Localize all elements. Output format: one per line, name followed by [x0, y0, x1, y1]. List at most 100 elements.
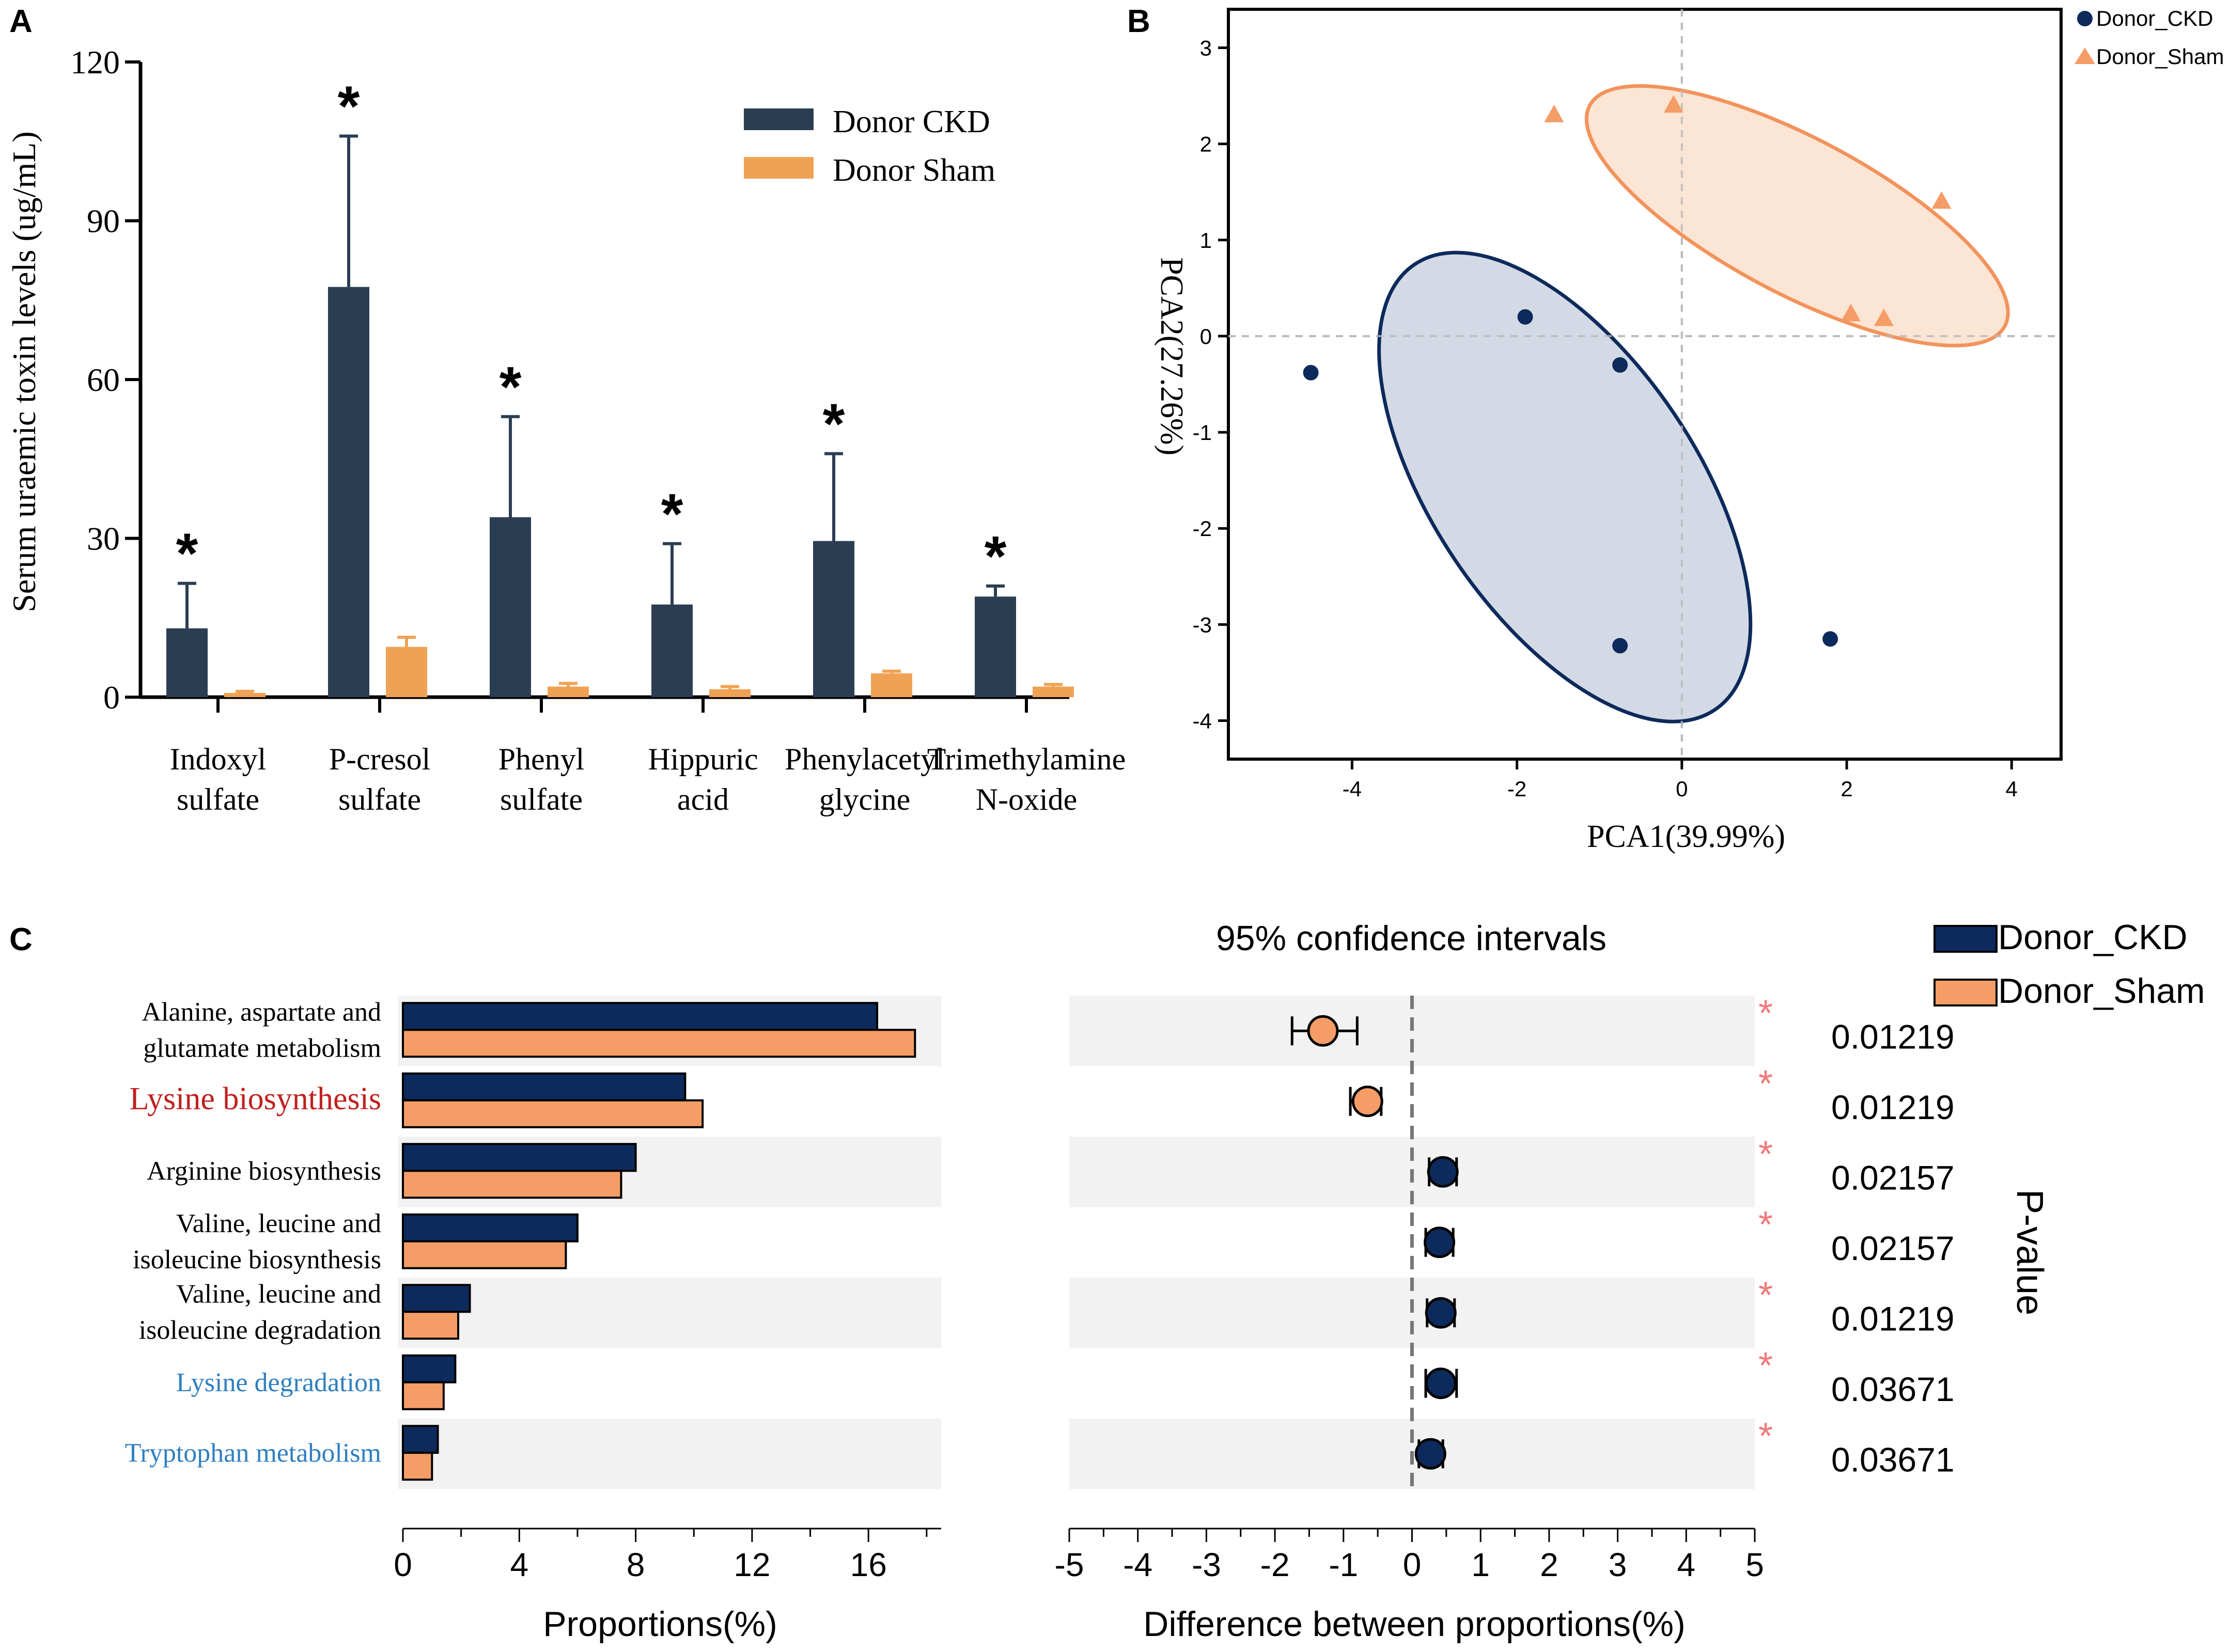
b-x-tick-label: -4 — [1343, 777, 1362, 801]
b-y-tick-label: 2 — [1200, 132, 1212, 156]
a-legend-swatch-ckd — [744, 108, 814, 130]
panel-label-a: A — [9, 4, 33, 39]
c-left-x-tick-label: 4 — [510, 1546, 529, 1583]
b-legend-marker-ckd — [2077, 11, 2093, 26]
c-pvalue: 0.03671 — [1831, 1370, 1955, 1408]
c-pathway-label: Lysine biosynthesis — [130, 1081, 381, 1116]
b-y-axis-label: PCA2(27.26%) — [1154, 257, 1189, 455]
c-left-row-stripe — [398, 1419, 941, 1489]
a-bar-sham — [224, 693, 266, 697]
a-bar-sham — [386, 647, 427, 697]
a-category-label: Indoxyl — [170, 742, 267, 776]
c-pathway-label: Valine, leucine and — [176, 1209, 381, 1238]
b-y-tick-label: -2 — [1193, 516, 1212, 541]
a-bar-ckd — [651, 604, 693, 697]
c-bar-ckd — [402, 1425, 439, 1454]
b-point-ckd — [1517, 309, 1533, 325]
c-pathway-label: isoleucine biosynthesis — [133, 1245, 381, 1275]
a-bar-sham — [1033, 686, 1074, 697]
c-bar-sham — [402, 1029, 916, 1058]
b-x-tick-label: 4 — [2006, 777, 2018, 801]
c-right-x-tick-label: 2 — [1540, 1546, 1558, 1583]
a-category-label: sulfate — [177, 782, 259, 816]
a-category-label: Phenyl — [498, 742, 585, 776]
panel-label-c: C — [9, 922, 33, 957]
c-pathway-label: Arginine biosynthesis — [147, 1156, 381, 1186]
c-bar-ckd — [402, 1284, 471, 1313]
c-diff-point — [1351, 1085, 1383, 1118]
c-legend-label-sham: Donor_Sham — [1998, 971, 2205, 1011]
c-right-x-tick-label: -5 — [1055, 1546, 1084, 1583]
c-bar-sham — [402, 1452, 433, 1481]
c-pvalue: 0.01219 — [1831, 1088, 1955, 1126]
c-pathway-label: isoleucine degradation — [139, 1315, 381, 1345]
a-bar-ckd — [975, 596, 1016, 697]
b-y-tick-label: 0 — [1200, 324, 1212, 349]
c-diff-point — [1307, 1015, 1339, 1047]
c-left-x-tick-label: 8 — [627, 1546, 645, 1583]
a-significance-star: * — [338, 75, 360, 138]
b-y-tick-label: -3 — [1193, 612, 1212, 637]
b-x-tick-label: 0 — [1676, 777, 1688, 801]
a-y-tick-label: 90 — [87, 203, 120, 240]
c-diff-point — [1424, 1226, 1456, 1258]
c-bar-sham — [402, 1240, 567, 1269]
c-right-x-tick-label: 5 — [1745, 1546, 1764, 1583]
a-significance-star: * — [661, 482, 683, 546]
a-y-tick-label: 30 — [87, 521, 120, 557]
c-left-x-tick-label: 0 — [394, 1546, 412, 1583]
a-significance-star: * — [823, 392, 845, 456]
a-significance-star: * — [176, 522, 198, 586]
panel-a-bar-chart: 0 30 60 90 120 Serum uraemic toxin levels (ug… — [6, 44, 1126, 816]
b-point-ckd — [1822, 631, 1838, 647]
a-legend-swatch-sham — [744, 157, 814, 179]
b-point-sham — [1841, 304, 1861, 322]
a-legend-label: Donor Sham — [833, 153, 995, 188]
c-diff-point — [1427, 1156, 1459, 1188]
b-legend-label-ckd: Donor_CKD — [2096, 6, 2213, 30]
a-category-label: Phenylacetyl — [785, 742, 945, 776]
a-legend-label: Donor CKD — [833, 104, 990, 139]
c-pvalue: 0.02157 — [1831, 1229, 1955, 1267]
c-pathway-label: Tryptophan metabolism — [125, 1438, 381, 1468]
c-pvalue: 0.01219 — [1831, 1017, 1955, 1056]
c-diff-point — [1414, 1438, 1446, 1470]
c-bar-ckd — [402, 1002, 879, 1031]
a-category-label: N-oxide — [976, 782, 1078, 816]
c-diff-point — [1425, 1297, 1457, 1329]
c-legend-swatch-sham — [1933, 979, 1998, 1006]
a-category-label: P-cresol — [329, 742, 431, 776]
a-bar-sham — [871, 673, 912, 697]
c-legend-swatch-ckd — [1933, 925, 1998, 953]
b-legend-label-sham: Donor_Sham — [2096, 44, 2224, 69]
b-y-tick-label: -4 — [1193, 709, 1212, 733]
c-diff-point — [1425, 1367, 1457, 1399]
c-pathway-label: Valine, leucine and — [176, 1279, 381, 1309]
panel-c-extended-error-bar: Alanine, aspartate and glutamate metaboli… — [125, 918, 2205, 1644]
b-y-tick-label: 1 — [1200, 228, 1212, 253]
b-point-sham — [1874, 308, 1894, 326]
b-y-tick-label: 3 — [1200, 36, 1212, 60]
c-pvalue: 0.02157 — [1831, 1158, 1955, 1197]
a-category-label: acid — [677, 782, 729, 816]
panel-label-b: B — [1127, 4, 1150, 39]
c-left-row-stripe — [398, 1278, 941, 1348]
b-x-tick-label: -2 — [1507, 777, 1526, 801]
c-pvalue: 0.03671 — [1831, 1440, 1955, 1478]
a-bar-sham — [709, 689, 751, 697]
a-category-label: Hippuric — [648, 742, 758, 776]
c-right-x-tick-label: 0 — [1403, 1546, 1422, 1583]
a-bar-ckd — [166, 628, 208, 697]
b-legend-marker-sham — [2075, 48, 2095, 64]
b-ellipse-sham — [1584, 84, 2010, 348]
b-point-sham — [1544, 104, 1564, 122]
a-category-label: sulfate — [500, 782, 583, 816]
c-left-x-tick-label: 12 — [734, 1546, 770, 1583]
b-point-sham — [1931, 191, 1952, 209]
c-legend-label-ckd: Donor_CKD — [1998, 918, 2188, 957]
a-bar-ckd — [813, 541, 854, 697]
c-right-x-tick-label: -3 — [1192, 1546, 1221, 1583]
a-y-tick-label: 120 — [70, 44, 120, 81]
c-pathway-label: glutamate metabolism — [143, 1033, 381, 1063]
c-pvalue: 0.01219 — [1831, 1299, 1955, 1338]
